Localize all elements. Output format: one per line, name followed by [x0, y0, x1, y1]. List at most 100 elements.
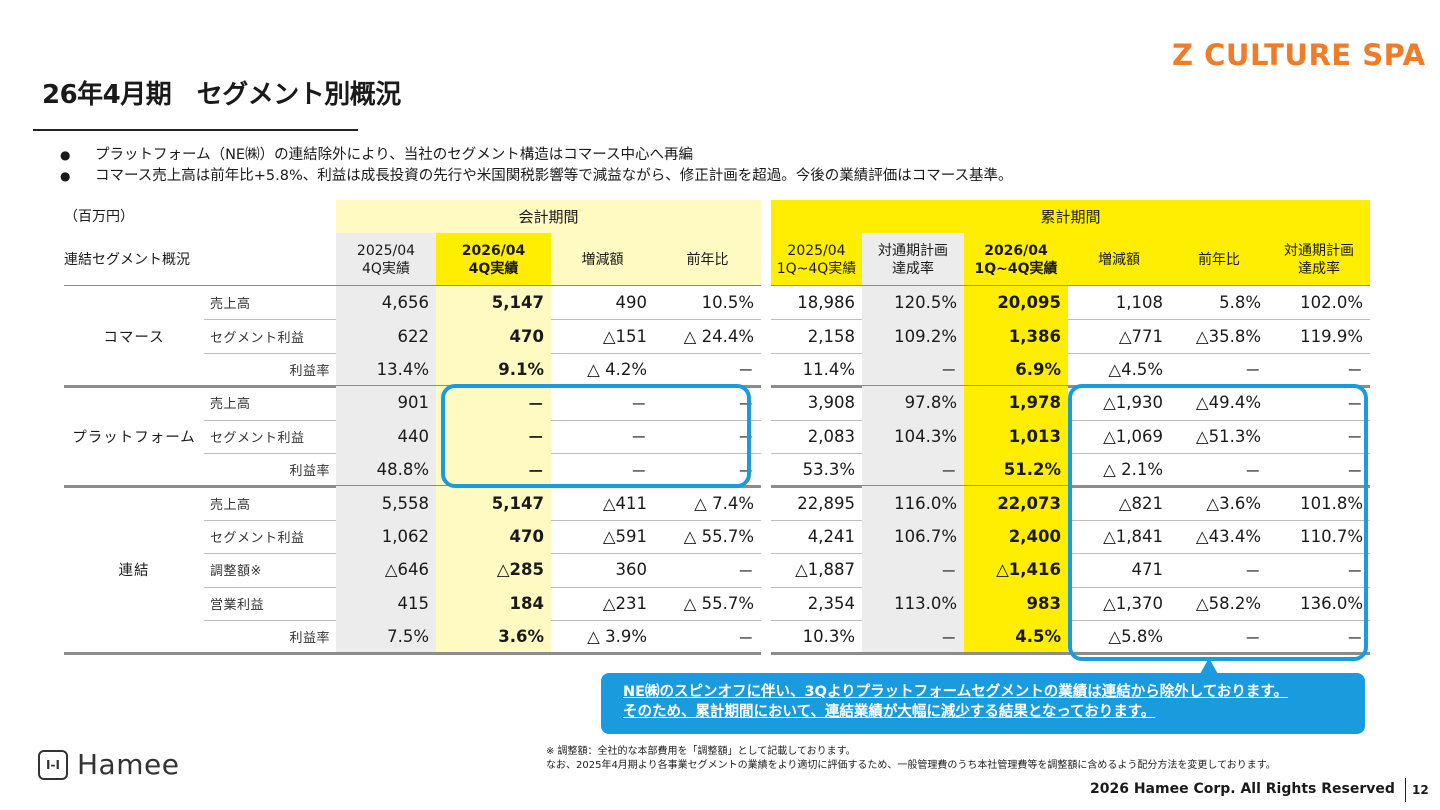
- table-cell: 1,013: [964, 419, 1068, 453]
- table-cell: 110.7%: [1300, 526, 1363, 546]
- table-cell: 2,083: [807, 426, 855, 446]
- column-header: 2025/04 1Q~4Q実績: [771, 233, 862, 286]
- table-cell: 13.4%: [336, 352, 436, 387]
- row-label: 売上高: [210, 297, 251, 313]
- table-cell: △411: [602, 493, 647, 513]
- table-cell: 22,895: [797, 493, 855, 513]
- table-cell: －: [436, 386, 551, 420]
- table-cell: －: [1346, 561, 1364, 581]
- table-cell: △ 55.7%: [683, 526, 754, 546]
- table-cell: －: [630, 428, 648, 448]
- page-divider: [1405, 778, 1406, 802]
- table-cell: △151: [602, 326, 647, 346]
- table-cell: －: [1346, 461, 1364, 481]
- table-cell: －: [436, 453, 551, 487]
- table-cell: －: [630, 461, 648, 481]
- header-divider: [771, 285, 1370, 286]
- table-cell: －: [1346, 361, 1364, 381]
- row-label: セグメント利益: [210, 530, 305, 546]
- table-cell: 109.2%: [862, 319, 964, 353]
- table-cell: 1,108: [1115, 293, 1163, 313]
- column-header: 2026/04 1Q~4Q実績: [964, 233, 1068, 286]
- table-cell: 113.0%: [862, 586, 964, 620]
- hamee-logo-text: Hamee: [77, 748, 180, 781]
- table-cell: －: [1346, 428, 1364, 448]
- table-cell: 470: [436, 319, 551, 353]
- table-cell: 1,978: [964, 386, 1068, 420]
- table-cell: 20,095: [964, 286, 1068, 320]
- row-label: 利益率: [289, 363, 330, 379]
- table-cell: 5,558: [336, 486, 436, 520]
- row-label: 売上高: [210, 397, 251, 413]
- table-cell: △4.5%: [1108, 359, 1163, 379]
- column-header: 対通期計画 達成率: [1268, 233, 1370, 286]
- table-cell: △821: [1118, 493, 1163, 513]
- table-cell: △35.8%: [1195, 326, 1261, 346]
- table-cell: 136.0%: [1300, 593, 1363, 613]
- table-cell: △285: [436, 553, 551, 587]
- table-cell: △1,069: [1103, 426, 1163, 446]
- footnote: ※ 調整額：全社的な本部費用を「調整額」として記載しております。: [546, 746, 856, 757]
- table-cell: 120.5%: [862, 286, 964, 320]
- table-cell: －: [737, 628, 755, 648]
- unit-label: （百万円）: [64, 208, 134, 225]
- table-cell: 1,386: [964, 319, 1068, 353]
- table-cell: 5,147: [436, 486, 551, 520]
- table-cell: －: [737, 561, 755, 581]
- table-cell: 184: [436, 586, 551, 620]
- column-header: 増減額: [1068, 233, 1170, 286]
- table-cell: △231: [602, 593, 647, 613]
- row-label: 営業利益: [210, 597, 265, 613]
- callout-line: NE㈱のスピンオフに伴い、3Qよりプラットフォームセグメントの業績は連結から除外…: [623, 684, 1288, 700]
- cumulative-decrease-highlight: [1068, 384, 1368, 661]
- table-cell: △ 3.9%: [587, 627, 647, 647]
- column-header: 前年比: [654, 233, 761, 286]
- table-cell: －: [737, 361, 755, 381]
- table-cell: 22,073: [964, 486, 1068, 520]
- segment-divider: [64, 652, 761, 656]
- table-cell: 18,986: [797, 293, 855, 313]
- callout-pointer: [1200, 658, 1218, 674]
- hamee-logo-icon: I-I: [38, 749, 68, 780]
- table-cell: △58.2%: [1195, 593, 1261, 613]
- table-cell: －: [862, 620, 964, 654]
- table-cell: 4.5%: [964, 620, 1068, 654]
- table-cell: △ 2.1%: [1103, 460, 1163, 480]
- table-cell: 119.9%: [1300, 326, 1363, 346]
- table-cell: △ 7.4%: [694, 493, 754, 513]
- row-label: 調整額※: [210, 564, 262, 580]
- table-cell: －: [1346, 628, 1364, 648]
- table-cell: 2,158: [807, 326, 855, 346]
- table-cell: △5.8%: [1108, 627, 1163, 647]
- table-cell: －: [1244, 628, 1262, 648]
- row-label: 利益率: [289, 464, 330, 480]
- table-cell: △43.4%: [1195, 526, 1261, 546]
- table-cell: △51.3%: [1195, 426, 1261, 446]
- copyright: 2026 Hamee Corp. All Rights Reserved: [1090, 781, 1395, 797]
- bullet-item: コマース売上高は前年比+5.8%、利益は成長投資の先行や米国関税影響等で減益なが…: [60, 166, 1013, 187]
- table-cell: 102.0%: [1300, 293, 1363, 313]
- footnotes: ※ 調整額：全社的な本部費用を「調整額」として記載しております。 なお、2025…: [546, 745, 1276, 773]
- table-cell: 101.8%: [1300, 493, 1363, 513]
- table-cell: －: [1244, 461, 1262, 481]
- table-cell: 9.1%: [436, 352, 551, 387]
- segment-table: （百万円） 会計期間 累計期間 連結セグメント概況 2025/04 4Q実績 2026/04…: [64, 200, 1370, 663]
- table-cell: 5,147: [436, 286, 551, 320]
- table-cell: 4,656: [336, 286, 436, 320]
- page-title: 26年4月期 セグメント別概況: [42, 80, 401, 110]
- table-cell: △771: [1118, 326, 1163, 346]
- table-cell: △646: [336, 553, 436, 587]
- table-cell: △1,887: [795, 560, 855, 580]
- table-cell: 3.6%: [436, 620, 551, 654]
- table-cell: 97.8%: [862, 386, 964, 420]
- summary-bullets: プラットフォーム（NE㈱）の連結除外により、当社のセグメント構造はコマース中心へ…: [60, 145, 1013, 187]
- corner-label: 連結セグメント概況: [64, 251, 190, 268]
- table-cell: －: [1244, 361, 1262, 381]
- row-label: 売上高: [210, 497, 251, 513]
- page-number: 12: [1412, 783, 1429, 797]
- column-header: 前年比: [1170, 233, 1268, 286]
- segment-name: 連結: [118, 563, 150, 580]
- table-cell: －: [862, 352, 964, 387]
- table-cell: △1,416: [964, 553, 1068, 587]
- table-cell: －: [1244, 561, 1262, 581]
